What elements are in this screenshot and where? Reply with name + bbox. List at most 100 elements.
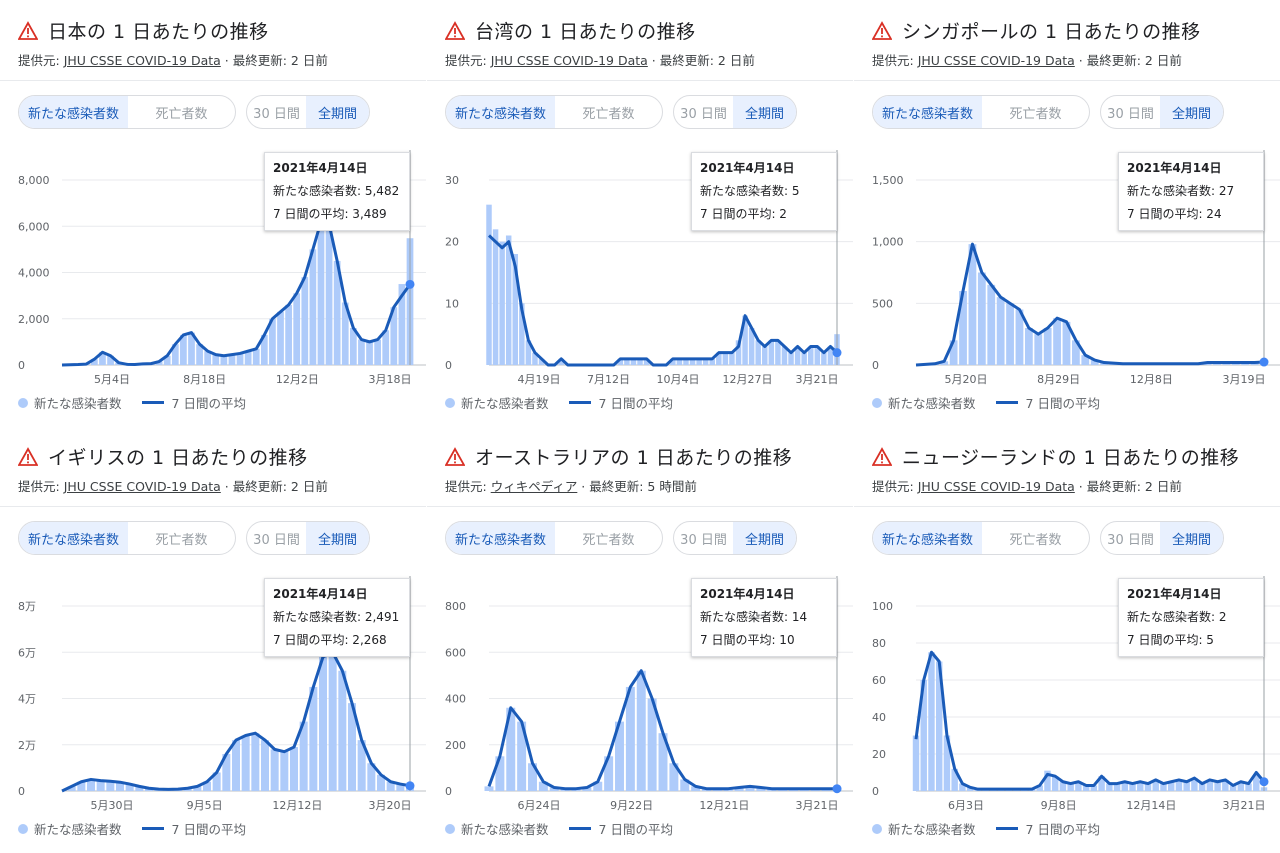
legend-cases-dot [18,823,28,834]
legend-cases-dot [445,397,455,408]
hover-point [1259,357,1269,367]
chart-plot[interactable]: 0 2,000 4,000 6,000 8,000 5月4日 8月18日 12月2日 3月18日 [0,140,426,390]
deaths-tab[interactable]: 死亡者数 [582,106,635,122]
cases-bar [1106,783,1113,791]
source-line: 提供元: JHU CSSE COVID-19 Data · 最終更新: 2 日前 [445,50,755,69]
legend-average-line [568,401,591,404]
cases-bar [966,787,974,791]
x-tick-label: 12月12日 [272,799,322,812]
cases-bar [604,756,614,791]
cases-tab[interactable]: 新たな感染者数 [446,522,555,554]
deaths-tab[interactable]: 死亡者数 [155,532,208,548]
divider [854,506,1280,507]
x-tick-label: 4月19日 [518,373,561,386]
cases-bar [293,293,301,365]
tooltip-average: 7 日間の平均: 2 [700,207,787,221]
cases-bar [1198,783,1206,791]
x-tick-label: 3月18日 [369,373,412,386]
cases-bar [680,779,690,791]
cases-bar [821,352,827,365]
chart-plot[interactable]: 0 20 40 60 80 100 6月3日 9月8日 12月14日 3月21日 [854,566,1280,816]
cases-bar [338,670,347,791]
y-tick-label: 0 [445,359,452,372]
range-30-days-tab[interactable]: 30 日間 [680,532,727,548]
range-all-tab[interactable]: 全期間 [306,96,369,128]
source-link[interactable]: JHU CSSE COVID-19 Data [917,53,1075,68]
range-all-tab[interactable]: 全期間 [733,522,796,554]
cases-bar [582,787,592,791]
x-tick-label: 12月21日 [699,799,749,812]
cases-tab[interactable]: 新たな感染者数 [446,96,555,128]
range-all-tab[interactable]: 全期間 [306,522,369,554]
range-30-days-tab[interactable]: 30 日間 [253,106,300,122]
metric-toggle: 新たな感染者数 死亡者数 [18,521,236,555]
cases-bar [734,787,744,791]
deaths-tab[interactable]: 死亡者数 [1009,532,1062,548]
range-30-days-tab[interactable]: 30 日間 [680,106,727,122]
range-toggle: 30 日間 全期間 [246,521,370,555]
chart-plot[interactable]: 0 200 400 600 800 6月24日 9月22日 12月21日 3月21日 [427,566,853,816]
cases-tab[interactable]: 新たな感染者数 [873,96,982,128]
average-line [915,242,1265,367]
cases-bar [756,787,766,791]
y-tick-label: 500 [872,297,893,310]
y-tick-label: 2,000 [18,313,50,326]
cases-bar [735,340,742,365]
range-all-tab[interactable]: 全期間 [1160,522,1223,554]
legend-cases-label: 新たな感染者数 [888,822,976,837]
legend-cases-dot [18,397,28,408]
source-link[interactable]: JHU CSSE COVID-19 Data [63,53,221,68]
average-line [487,234,839,367]
cases-bar [935,661,943,791]
range-30-days-tab[interactable]: 30 日間 [253,532,300,548]
cases-bar [348,703,356,791]
cases-bar [1075,781,1082,791]
cases-bar [241,735,250,791]
cases-bar [390,307,398,365]
cases-bar [943,735,951,791]
deaths-tab[interactable]: 死亡者数 [155,106,208,122]
cases-bar [615,721,624,791]
y-tick-label: 400 [445,693,466,706]
cases-bar [1081,355,1090,365]
cases-bar [309,686,318,791]
cases-bar [528,763,537,791]
range-all-tab[interactable]: 全期間 [1160,96,1223,128]
last-updated: · 最終更新: 2 日前 [1074,479,1182,494]
source-link[interactable]: JHU CSSE COVID-19 Data [917,479,1075,494]
cases-bar [349,328,357,365]
chart-plot[interactable]: 0 2万 4万 6万 8万 5月30日 9月5日 12月12日 3月20日 [0,566,426,816]
y-tick-label: 0 [872,785,879,798]
chart-tooltip: 2021年4月14日 新たな感染者数: 5 7 日間の平均: 2 [691,152,837,231]
legend-average-label: 7 日間の平均 [1025,396,1100,411]
chart-plot[interactable]: 0 10 20 30 4月19日 7月12日 10月4日 12月27日 3月21日 [427,140,853,390]
range-30-days-tab[interactable]: 30 日間 [1107,106,1154,122]
chart-plot[interactable]: 0 500 1,000 1,500 5月20日 8月29日 12月8日 3月19日 [854,140,1280,390]
deaths-tab[interactable]: 死亡者数 [1009,106,1062,122]
source-link[interactable]: JHU CSSE COVID-19 Data [490,53,648,68]
cases-bar [212,772,221,791]
y-tick-label: 4万 [18,693,36,706]
warning-icon [872,20,892,40]
chart-tooltip: 2021年4月14日 新たな感染者数: 27 7 日間の平均: 24 [1118,152,1264,231]
source-link[interactable]: ウィキペディア [490,479,578,494]
legend-average-label: 7 日間の平均 [171,396,246,411]
cases-bar [532,352,538,365]
legend-average-line [141,401,164,404]
cases-bar [333,260,341,365]
cases-tab[interactable]: 新たな感染者数 [19,96,128,128]
range-30-days-tab[interactable]: 30 日間 [1107,532,1154,548]
range-all-tab[interactable]: 全期間 [733,96,796,128]
cases-tab[interactable]: 新たな感染者数 [19,522,128,554]
deaths-tab[interactable]: 死亡者数 [582,532,635,548]
cases-bar [341,302,349,365]
card-header: シンガポールの 1 日あたりの推移 [872,17,1201,44]
y-tick-label: 20 [445,236,459,249]
cases-bar [1129,783,1136,791]
cases-bar [593,781,603,791]
cases-tab[interactable]: 新たな感染者数 [873,522,982,554]
cases-bar [742,315,748,365]
source-link[interactable]: JHU CSSE COVID-19 Data [63,479,221,494]
cases-bar [959,291,967,365]
y-tick-label: 1,500 [872,174,904,187]
